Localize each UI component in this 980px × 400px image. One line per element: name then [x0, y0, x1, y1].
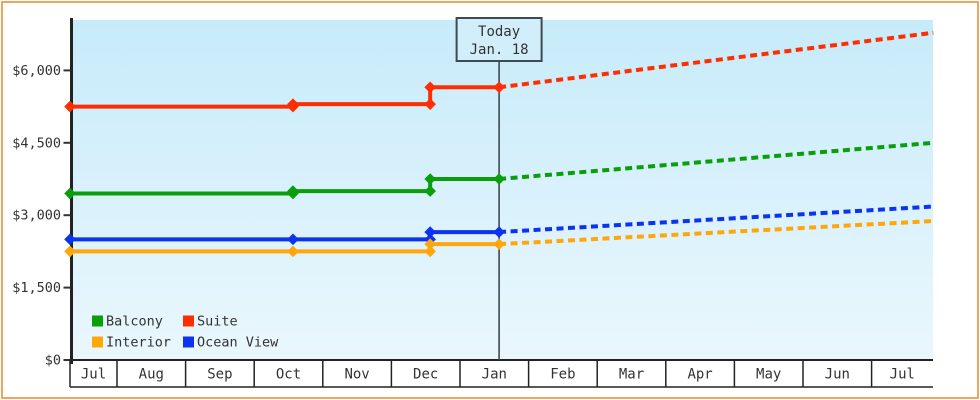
y-axis: $0 $1,500 $3,000 $4,500 $6,000	[12, 18, 73, 369]
forecast-line	[498, 218, 934, 247]
data-point-marker	[424, 98, 436, 110]
data-point-marker	[64, 100, 76, 113]
x-axis: Jul Aug Sep Oct Nov Dec Jan Feb Mar Apr May Jun Jul	[69, 359, 933, 388]
y-tick-label: $6,000	[12, 63, 61, 79]
legend-swatch	[92, 315, 103, 327]
legend-swatch	[183, 336, 194, 348]
y-tick-label: $0	[45, 353, 61, 369]
data-point-marker	[64, 233, 76, 246]
legend-item: Suite	[183, 314, 238, 330]
data-point-marker	[424, 226, 436, 238]
price-line	[70, 177, 500, 196]
legend-label: Ocean View	[197, 335, 279, 351]
month-label: Jul	[81, 367, 106, 383]
month-label: Dec	[413, 367, 438, 383]
data-point-marker	[64, 187, 76, 200]
month-label: Apr	[687, 367, 712, 383]
legend-label: Suite	[197, 314, 238, 330]
today-annotation: Today Jan. 18	[455, 17, 543, 62]
y-tick-label: $3,000	[12, 208, 61, 224]
plot-background-layer	[70, 20, 933, 360]
legend-label: Balcony	[106, 314, 163, 330]
legend-item: Balcony	[92, 314, 163, 330]
series-layer	[64, 30, 934, 258]
legend-label: Interior	[106, 335, 171, 351]
data-point-marker	[64, 245, 76, 258]
legend-swatch	[183, 315, 194, 327]
data-point-marker	[424, 81, 436, 94]
month-label: Jan	[482, 367, 507, 383]
data-point-marker	[287, 233, 299, 246]
month-label: Jun	[825, 367, 850, 383]
series-suite	[64, 30, 934, 113]
forecast-line	[498, 204, 934, 235]
data-point-marker	[287, 185, 299, 197]
month-label: Feb	[550, 367, 575, 383]
series-interior	[64, 218, 934, 258]
today-box-date: Jan. 18	[470, 42, 529, 58]
legend-item: Interior	[92, 335, 171, 351]
today-box	[455, 17, 543, 62]
data-point-marker	[287, 245, 299, 258]
series-balcony	[64, 140, 934, 200]
price-line	[70, 85, 500, 109]
data-point-marker	[287, 98, 299, 110]
legend-item: Ocean View	[183, 335, 279, 351]
today-box-title: Today	[478, 24, 520, 40]
data-point-marker	[493, 238, 505, 250]
month-label: Aug	[139, 367, 164, 383]
forecast-line	[498, 30, 934, 90]
month-label: Oct	[276, 367, 301, 383]
month-label: Jul	[890, 367, 915, 383]
month-label: May	[756, 367, 781, 383]
data-point-marker	[493, 226, 505, 238]
legend-swatch	[92, 336, 103, 348]
data-point-marker	[424, 173, 436, 185]
forecast-line	[498, 140, 934, 181]
plot-background	[70, 20, 933, 360]
month-label: Nov	[344, 367, 369, 383]
month-label: Mar	[619, 367, 644, 383]
data-point-marker	[424, 238, 436, 250]
y-tick-label: $1,500	[12, 280, 61, 296]
data-point-marker	[493, 173, 505, 185]
legend: Balcony Suite Interior Ocean View	[92, 314, 279, 351]
data-point-marker	[493, 81, 505, 94]
data-point-marker	[424, 245, 436, 258]
month-label: Sep	[207, 367, 232, 383]
data-point-marker	[424, 185, 436, 197]
y-tick-label: $4,500	[12, 135, 61, 151]
